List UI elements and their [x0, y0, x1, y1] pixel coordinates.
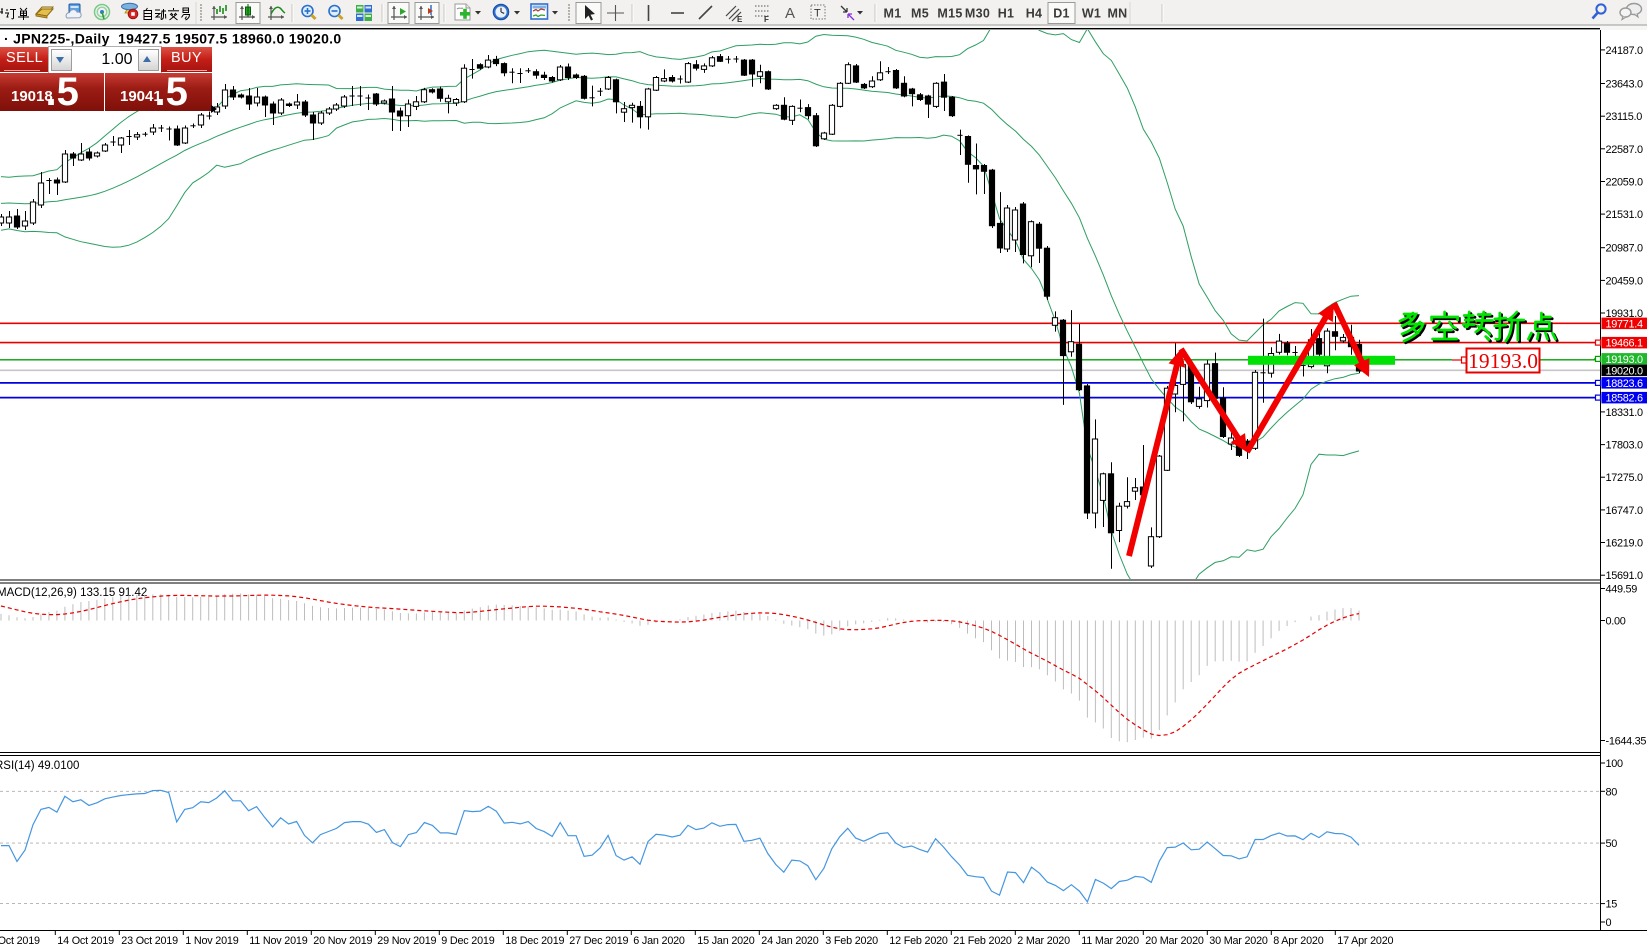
- svg-text:M30: M30: [965, 7, 990, 21]
- svg-text:20 Mar 2020: 20 Mar 2020: [1145, 935, 1204, 947]
- svg-text:17275.0: 17275.0: [1606, 472, 1644, 484]
- svg-text:A: A: [785, 5, 795, 22]
- svg-text:15 Jan 2020: 15 Jan 2020: [697, 935, 754, 947]
- svg-text:F: F: [764, 15, 769, 24]
- svg-text:19193.0: 19193.0: [1468, 349, 1538, 373]
- svg-text:W1: W1: [1082, 7, 1101, 21]
- svg-text:21 Feb 2020: 21 Feb 2020: [953, 935, 1012, 947]
- svg-text:0.00: 0.00: [1606, 616, 1626, 628]
- svg-text:16747.0: 16747.0: [1606, 505, 1644, 517]
- svg-text:M1: M1: [884, 7, 902, 21]
- svg-text:20459.0: 20459.0: [1606, 275, 1644, 287]
- svg-text:MACD(12,26,9) 133.15 91.42: MACD(12,26,9) 133.15 91.42: [0, 587, 147, 599]
- svg-text:449.59: 449.59: [1606, 584, 1638, 596]
- svg-text:100: 100: [1606, 758, 1624, 770]
- svg-text:22587.0: 22587.0: [1606, 144, 1644, 156]
- svg-text:17 Apr 2020: 17 Apr 2020: [1337, 935, 1393, 947]
- svg-text:18823.6: 18823.6: [1606, 378, 1644, 390]
- svg-text:21531.0: 21531.0: [1606, 209, 1644, 221]
- svg-text:H1: H1: [998, 7, 1015, 21]
- svg-text:18582.6: 18582.6: [1606, 393, 1644, 405]
- svg-text:1 Nov 2019: 1 Nov 2019: [185, 935, 238, 947]
- svg-text:D1: D1: [1053, 7, 1070, 21]
- svg-text:50: 50: [1606, 838, 1618, 850]
- svg-text:T: T: [814, 8, 821, 20]
- svg-text:19771.4: 19771.4: [1606, 318, 1644, 330]
- svg-text:18 Dec 2019: 18 Dec 2019: [505, 935, 564, 947]
- svg-text:20 Nov 2019: 20 Nov 2019: [313, 935, 372, 947]
- svg-text:9 Dec 2019: 9 Dec 2019: [441, 935, 494, 947]
- svg-text:8 Apr 2020: 8 Apr 2020: [1273, 935, 1323, 947]
- svg-text:19193.0: 19193.0: [1606, 354, 1644, 366]
- svg-text:E: E: [737, 15, 743, 24]
- svg-text:6 Jan 2020: 6 Jan 2020: [633, 935, 685, 947]
- svg-text:18331.0: 18331.0: [1606, 407, 1644, 419]
- svg-text:11 Mar 2020: 11 Mar 2020: [1081, 935, 1139, 947]
- svg-text:27 Dec 2019: 27 Dec 2019: [569, 935, 628, 947]
- svg-text:22059.0: 22059.0: [1606, 177, 1644, 189]
- svg-text:24187.0: 24187.0: [1606, 45, 1644, 57]
- svg-text:-1644.35: -1644.35: [1606, 736, 1647, 748]
- svg-text:16219.0: 16219.0: [1606, 538, 1644, 550]
- svg-text:· JPN225-,Daily 19427.5 19507: · JPN225-,Daily 19427.5 19507.5 18960.0 …: [4, 31, 341, 47]
- svg-text:11 Nov 2019: 11 Nov 2019: [249, 935, 307, 947]
- svg-text:80: 80: [1606, 786, 1618, 798]
- svg-text:RSI(14) 49.0100: RSI(14) 49.0100: [0, 760, 79, 772]
- svg-text:19931.0: 19931.0: [1606, 308, 1644, 320]
- svg-text:14 Oct 2019: 14 Oct 2019: [57, 935, 114, 947]
- svg-text:19020.0: 19020.0: [1606, 365, 1644, 377]
- svg-text:23 Oct 2019: 23 Oct 2019: [121, 935, 178, 947]
- svg-text:15: 15: [1606, 899, 1618, 911]
- svg-text:2 Mar 2020: 2 Mar 2020: [1017, 935, 1070, 947]
- svg-text:20987.0: 20987.0: [1606, 243, 1644, 255]
- svg-text:M15: M15: [937, 7, 962, 21]
- svg-text:0: 0: [1606, 917, 1612, 929]
- svg-text:30 Mar 2020: 30 Mar 2020: [1209, 935, 1268, 947]
- svg-text:12 Feb 2020: 12 Feb 2020: [889, 935, 948, 947]
- svg-text:23643.0: 23643.0: [1606, 79, 1644, 91]
- svg-text:H4: H4: [1026, 7, 1043, 21]
- svg-text:24 Jan 2020: 24 Jan 2020: [761, 935, 818, 947]
- svg-text:17803.0: 17803.0: [1606, 440, 1644, 452]
- svg-text:15691.0: 15691.0: [1606, 570, 1644, 582]
- svg-text:4 Oct 2019: 4 Oct 2019: [0, 935, 40, 947]
- svg-text:29 Nov 2019: 29 Nov 2019: [377, 935, 436, 947]
- svg-text:3 Feb 2020: 3 Feb 2020: [825, 935, 878, 947]
- svg-text:MN: MN: [1107, 7, 1127, 21]
- svg-text:23115.0: 23115.0: [1606, 111, 1643, 123]
- svg-text:19466.1: 19466.1: [1606, 338, 1644, 350]
- svg-text:M5: M5: [911, 7, 929, 21]
